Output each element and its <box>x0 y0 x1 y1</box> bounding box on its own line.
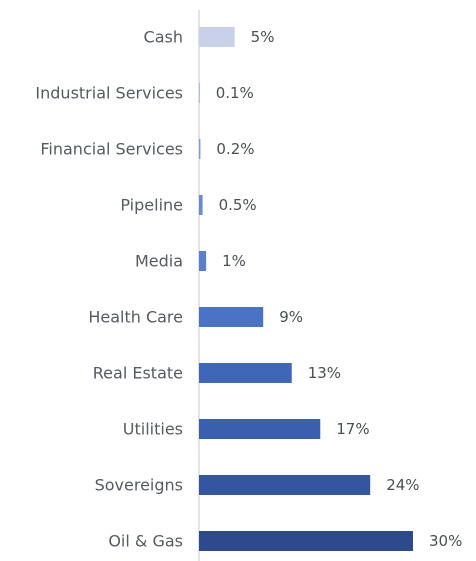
data-label: 0.5% <box>219 196 257 214</box>
bar <box>199 307 264 327</box>
category-label: Media <box>135 252 183 271</box>
category-label: Financial Services <box>40 140 183 159</box>
data-label: 24% <box>386 476 419 494</box>
category-label: Oil & Gas <box>108 532 183 551</box>
bar <box>199 531 413 551</box>
bar <box>199 419 321 439</box>
category-label: Industrial Services <box>35 84 183 103</box>
bar <box>199 139 201 159</box>
data-label: 1% <box>222 252 246 270</box>
data-label: 13% <box>308 364 341 382</box>
bar <box>199 251 207 271</box>
bar <box>199 83 200 103</box>
data-label: 0.1% <box>216 84 254 102</box>
bar <box>199 195 203 215</box>
category-label: Health Care <box>88 308 183 327</box>
category-label: Utilities <box>123 420 183 439</box>
data-label: 30% <box>429 532 462 550</box>
category-label: Sovereigns <box>95 476 183 495</box>
bar <box>199 363 292 383</box>
bar-group: Cash 5% Industrial Services 0.1% Financial S… <box>35 27 462 551</box>
data-label: 9% <box>279 308 303 326</box>
category-label: Real Estate <box>93 364 183 383</box>
category-label: Pipeline <box>120 196 183 215</box>
bar <box>199 27 235 47</box>
category-label: Cash <box>144 28 183 47</box>
data-label: 17% <box>336 420 369 438</box>
data-label: 5% <box>251 28 275 46</box>
bar <box>199 475 371 495</box>
data-label: 0.2% <box>216 140 254 158</box>
